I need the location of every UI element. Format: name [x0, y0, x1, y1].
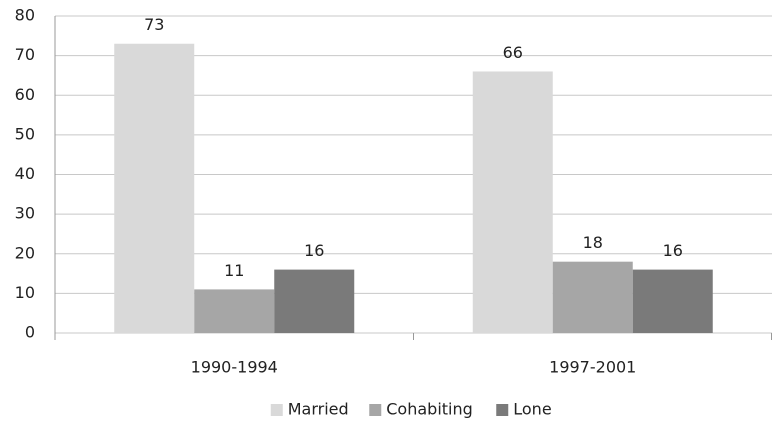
data-label: 66: [503, 43, 523, 62]
data-label: 16: [663, 241, 683, 260]
legend-label: Married: [288, 400, 349, 419]
bar: [114, 43, 195, 334]
y-tick-label: 10: [15, 283, 35, 302]
y-tick-label: 80: [15, 6, 35, 25]
data-label: 18: [583, 233, 603, 252]
bar: [194, 289, 275, 333]
legend-label: Cohabiting: [386, 400, 473, 419]
bar: [274, 269, 355, 333]
y-tick-label: 70: [15, 45, 35, 64]
y-tick-label: 20: [15, 243, 35, 262]
legend-swatch: [270, 404, 283, 416]
legend-swatch: [369, 404, 382, 416]
legend-label: Lone: [513, 400, 551, 419]
data-label: 11: [224, 261, 244, 280]
bar: [632, 269, 713, 333]
y-tick-label: 60: [15, 85, 35, 104]
legend-swatch: [496, 404, 509, 416]
x-tick-label: 1997-2001: [549, 358, 636, 377]
bar: [552, 261, 633, 333]
y-tick-label: 0: [25, 323, 35, 342]
bar: [472, 71, 553, 333]
y-tick-label: 30: [15, 204, 35, 223]
y-tick-label: 40: [15, 164, 35, 183]
data-label: 73: [144, 15, 164, 34]
x-tick-label: 1990-1994: [191, 358, 278, 377]
y-tick-label: 50: [15, 124, 35, 143]
data-label: 16: [304, 241, 324, 260]
